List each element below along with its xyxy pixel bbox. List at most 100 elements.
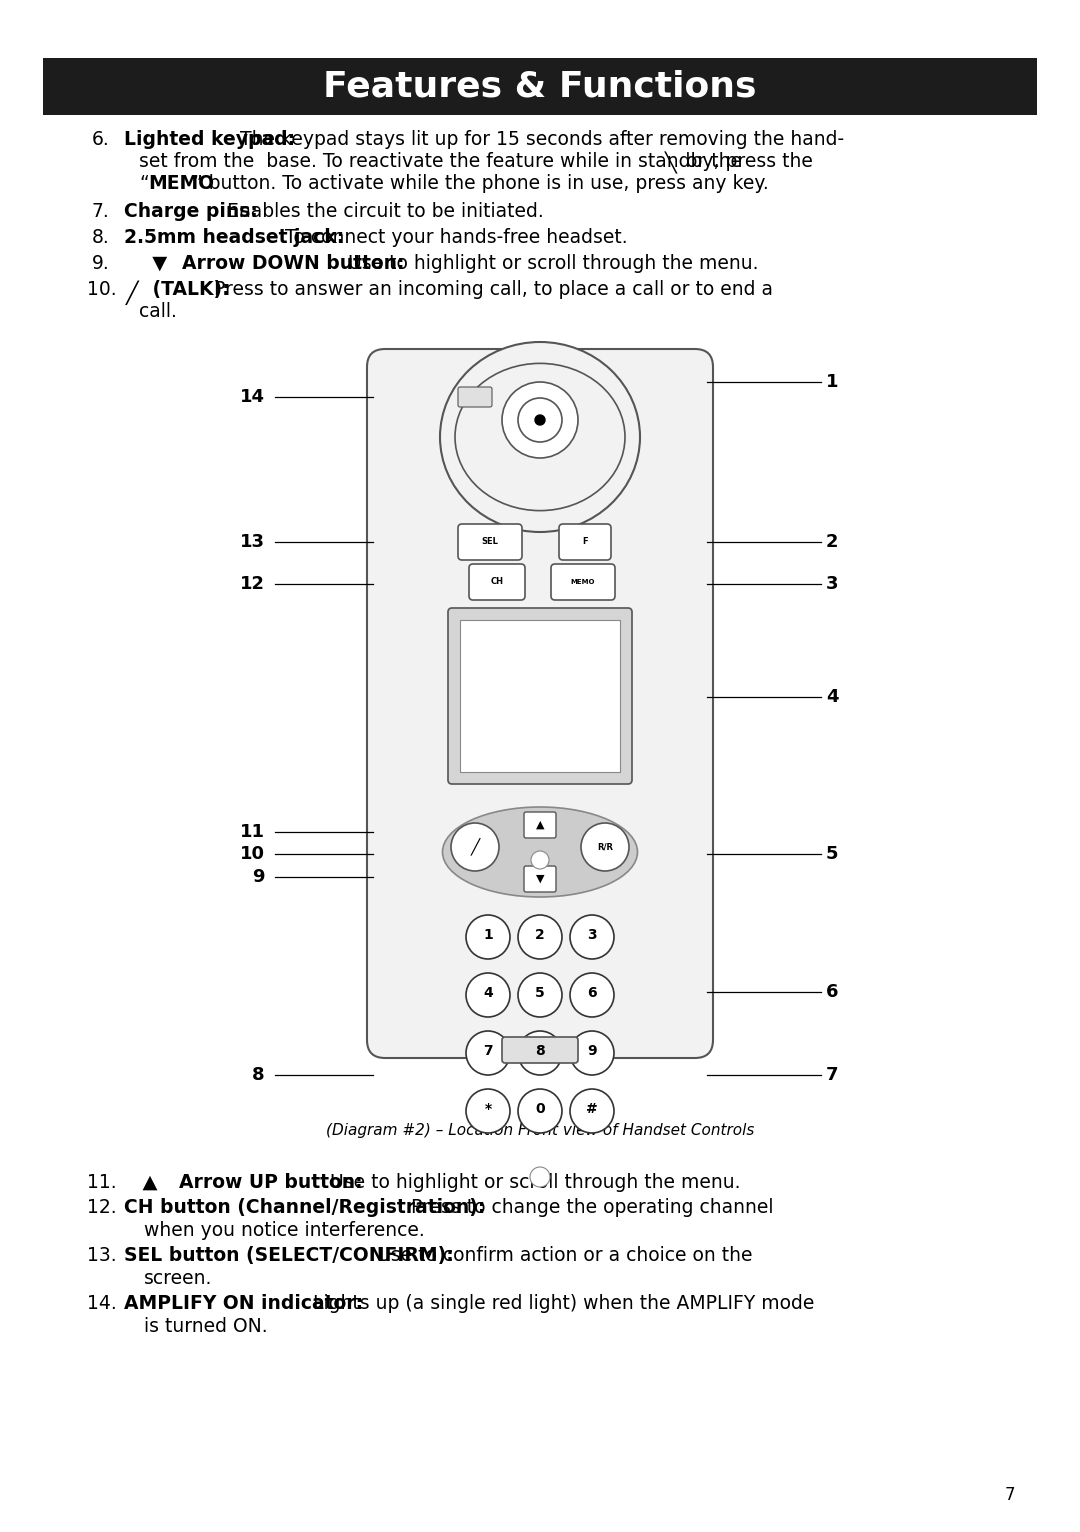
Text: 9.: 9. bbox=[92, 254, 109, 273]
Text: ╱: ╱ bbox=[126, 280, 139, 305]
Text: Enables the circuit to be initiated.: Enables the circuit to be initiated. bbox=[221, 202, 544, 221]
Text: 7.: 7. bbox=[92, 202, 109, 221]
Circle shape bbox=[518, 1031, 562, 1075]
Text: 6: 6 bbox=[826, 984, 838, 1000]
Circle shape bbox=[530, 1167, 550, 1187]
Circle shape bbox=[518, 973, 562, 1017]
Text: Features & Functions: Features & Functions bbox=[323, 69, 757, 104]
Text: CH: CH bbox=[490, 578, 503, 587]
Text: or the: or the bbox=[680, 152, 742, 172]
FancyBboxPatch shape bbox=[524, 812, 556, 838]
Text: Press to change the operating channel: Press to change the operating channel bbox=[405, 1198, 773, 1216]
Text: To connect your hands-free headset.: To connect your hands-free headset. bbox=[280, 228, 627, 247]
Text: ╱: ╱ bbox=[471, 838, 480, 856]
Text: Charge pins:: Charge pins: bbox=[124, 202, 258, 221]
Circle shape bbox=[465, 1089, 510, 1134]
Text: 5: 5 bbox=[826, 846, 838, 863]
Text: R/R: R/R bbox=[597, 843, 613, 852]
Text: ▲: ▲ bbox=[536, 820, 544, 830]
Bar bbox=[460, 620, 620, 772]
Text: Lighted keypad:: Lighted keypad: bbox=[124, 130, 295, 149]
Text: 2: 2 bbox=[826, 533, 838, 552]
Text: set from the  base. To reactivate the feature while in standby, press the: set from the base. To reactivate the fea… bbox=[139, 152, 813, 172]
Text: 7: 7 bbox=[483, 1043, 492, 1059]
Circle shape bbox=[570, 973, 615, 1017]
Text: 3: 3 bbox=[826, 574, 838, 593]
Text: is turned ON.: is turned ON. bbox=[145, 1318, 268, 1336]
Text: SEL button (SELECT/CONFIRM):: SEL button (SELECT/CONFIRM): bbox=[124, 1246, 454, 1265]
Circle shape bbox=[570, 1089, 615, 1134]
FancyBboxPatch shape bbox=[469, 564, 525, 601]
Text: (TALK):: (TALK): bbox=[146, 280, 230, 299]
Circle shape bbox=[570, 915, 615, 959]
Text: Press to answer an incoming call, to place a call or to end a: Press to answer an incoming call, to pla… bbox=[208, 280, 773, 299]
Text: 8.: 8. bbox=[92, 228, 109, 247]
Text: ▼: ▼ bbox=[536, 873, 544, 884]
Text: when you notice interference.: when you notice interference. bbox=[145, 1221, 424, 1239]
Text: 12: 12 bbox=[240, 574, 265, 593]
Text: 1: 1 bbox=[826, 372, 838, 391]
Text: ╲: ╲ bbox=[665, 152, 677, 175]
Text: AMPLIFY ON indicator:: AMPLIFY ON indicator: bbox=[124, 1295, 363, 1313]
Text: Arrow DOWN button:: Arrow DOWN button: bbox=[170, 254, 405, 273]
Text: 13.: 13. bbox=[86, 1246, 117, 1265]
Text: 11.: 11. bbox=[86, 1174, 117, 1192]
Circle shape bbox=[581, 823, 629, 872]
Text: Arrow UP button:: Arrow UP button: bbox=[166, 1174, 363, 1192]
Circle shape bbox=[502, 381, 578, 458]
Circle shape bbox=[570, 1031, 615, 1075]
Text: 0: 0 bbox=[536, 1102, 544, 1115]
Circle shape bbox=[518, 1089, 562, 1134]
Text: 2: 2 bbox=[535, 928, 545, 942]
Text: 10.: 10. bbox=[86, 280, 117, 299]
Text: “: “ bbox=[139, 175, 149, 193]
Text: 10: 10 bbox=[240, 846, 265, 863]
Text: ▲: ▲ bbox=[130, 1174, 158, 1192]
FancyBboxPatch shape bbox=[524, 866, 556, 892]
Text: 8: 8 bbox=[252, 1066, 265, 1085]
Circle shape bbox=[518, 915, 562, 959]
Text: 4: 4 bbox=[826, 688, 838, 706]
Text: 12.: 12. bbox=[86, 1198, 117, 1216]
FancyBboxPatch shape bbox=[458, 524, 522, 561]
Text: SEL: SEL bbox=[482, 538, 499, 547]
Text: MEMO: MEMO bbox=[570, 579, 595, 585]
FancyBboxPatch shape bbox=[559, 524, 611, 561]
Text: 9: 9 bbox=[588, 1043, 597, 1059]
Ellipse shape bbox=[443, 807, 637, 898]
Text: ▼: ▼ bbox=[132, 254, 167, 273]
Text: Use to highlight or scroll through the menu.: Use to highlight or scroll through the m… bbox=[324, 1174, 741, 1192]
FancyBboxPatch shape bbox=[448, 608, 632, 784]
Text: 2.5mm headset jack:: 2.5mm headset jack: bbox=[124, 228, 345, 247]
Text: 7: 7 bbox=[1004, 1486, 1015, 1504]
Text: call.: call. bbox=[139, 302, 177, 322]
Circle shape bbox=[451, 823, 499, 872]
Circle shape bbox=[465, 973, 510, 1017]
Text: MEMO: MEMO bbox=[148, 175, 214, 193]
Circle shape bbox=[518, 398, 562, 443]
Text: Use to confirm action or a choice on the: Use to confirm action or a choice on the bbox=[372, 1246, 753, 1265]
Ellipse shape bbox=[455, 363, 625, 510]
Circle shape bbox=[465, 915, 510, 959]
Text: (Diagram #2) – Location Front view of Handset Controls: (Diagram #2) – Location Front view of Ha… bbox=[326, 1123, 754, 1138]
Text: 5: 5 bbox=[535, 987, 545, 1000]
Text: 11: 11 bbox=[240, 823, 265, 841]
Text: Use to highlight or scroll through the menu.: Use to highlight or scroll through the m… bbox=[342, 254, 759, 273]
Text: Lights up (a single red light) when the AMPLIFY mode: Lights up (a single red light) when the … bbox=[307, 1295, 814, 1313]
Circle shape bbox=[535, 415, 545, 424]
Text: ” button. To activate while the phone is in use, press any key.: ” button. To activate while the phone is… bbox=[193, 175, 769, 193]
Text: 6: 6 bbox=[588, 987, 597, 1000]
Text: *: * bbox=[485, 1102, 491, 1115]
Text: 8: 8 bbox=[535, 1043, 545, 1059]
Ellipse shape bbox=[440, 342, 640, 532]
FancyBboxPatch shape bbox=[551, 564, 615, 601]
Circle shape bbox=[465, 1031, 510, 1075]
Bar bbox=[43, 58, 1037, 115]
Text: 13: 13 bbox=[240, 533, 265, 552]
Text: screen.: screen. bbox=[145, 1268, 213, 1288]
Text: F: F bbox=[582, 538, 588, 547]
Circle shape bbox=[531, 850, 549, 869]
Text: The keypad stays lit up for 15 seconds after removing the hand-: The keypad stays lit up for 15 seconds a… bbox=[234, 130, 845, 149]
Text: 1: 1 bbox=[483, 928, 492, 942]
Text: CH button (Channel/Registration):: CH button (Channel/Registration): bbox=[124, 1198, 486, 1216]
